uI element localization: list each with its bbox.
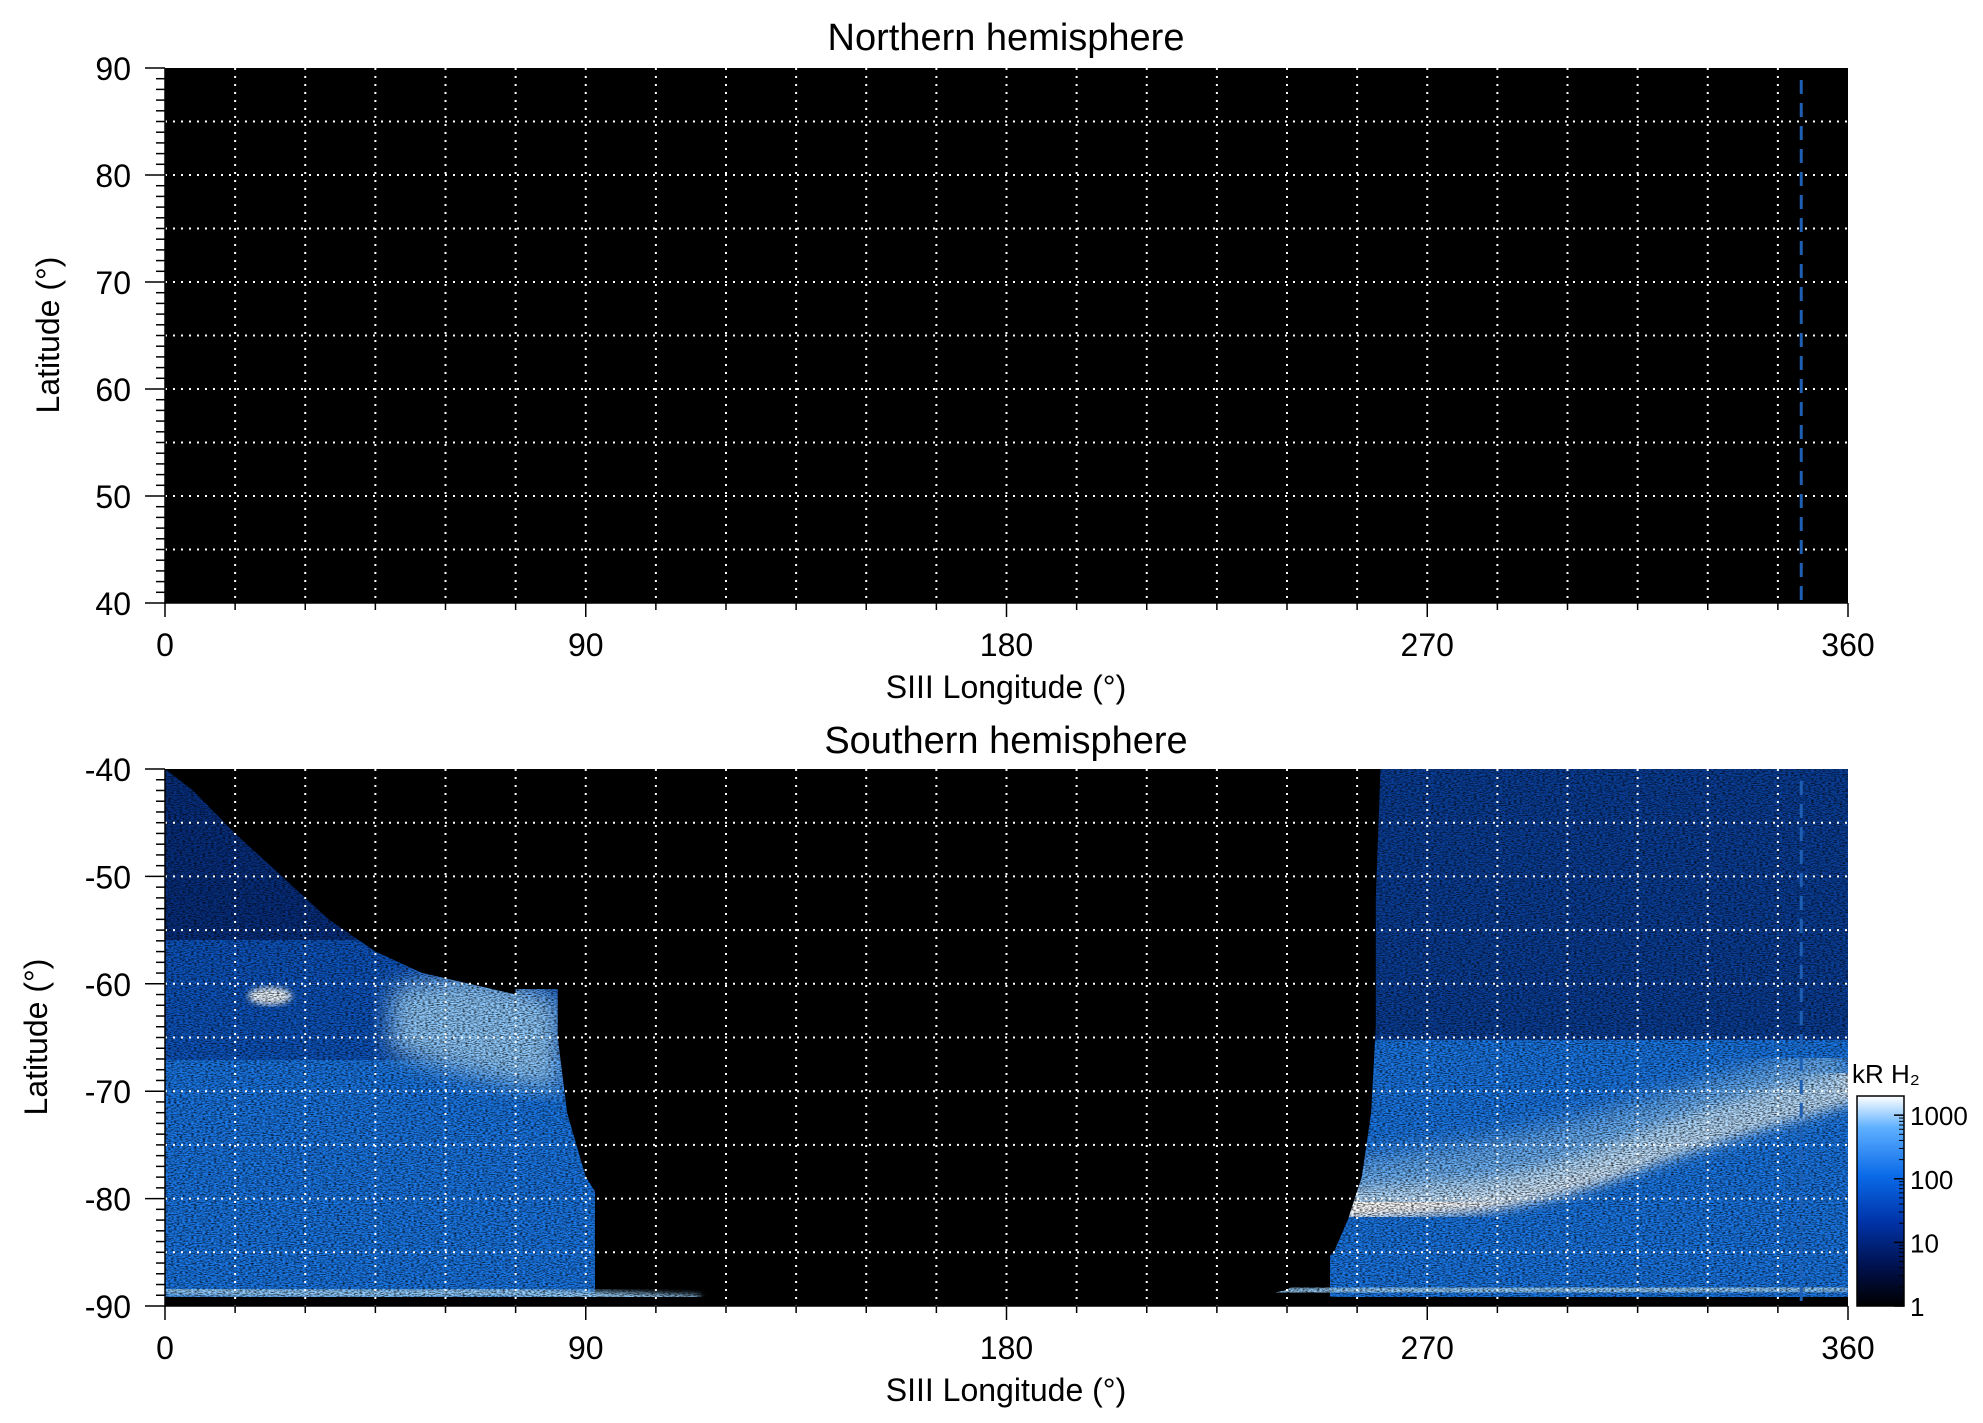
south-ticks xyxy=(145,768,1849,1320)
south-y-tick-label--80: -80 xyxy=(85,1182,131,1218)
north-y-tick-labels: 40 50 60 70 80 90 xyxy=(95,51,131,622)
south-title: Southern hemisphere xyxy=(824,720,1187,762)
colorbar-tick-label-1: 1 xyxy=(1910,1292,1924,1322)
south-x-tick-label-0: 0 xyxy=(156,1330,174,1366)
north-ticks xyxy=(145,67,1849,617)
south-x-tick-label-270: 270 xyxy=(1401,1330,1454,1366)
north-x-tick-label-0: 0 xyxy=(156,627,174,663)
south-y-tick-label--40: -40 xyxy=(85,752,131,788)
north-grid xyxy=(165,68,1848,603)
north-x-tick-label-90: 90 xyxy=(568,627,604,663)
north-title: Northern hemisphere xyxy=(828,17,1185,59)
south-x-tick-label-90: 90 xyxy=(568,1330,604,1366)
south-y-tick-label--60: -60 xyxy=(85,967,131,1003)
north-y-axis-label: Latitude (°) xyxy=(30,257,66,414)
south-y-tick-labels: -90 -80 -70 -60 -50 -40 xyxy=(85,752,131,1325)
north-y-tick-label-40: 40 xyxy=(95,586,131,622)
colorbar-tick-label-100: 100 xyxy=(1910,1165,1953,1195)
colorbar: kR H₂ 1 10 100 1000 xyxy=(1852,1059,1968,1322)
north-x-tick-label-270: 270 xyxy=(1401,627,1454,663)
north-x-tick-label-180: 180 xyxy=(980,627,1033,663)
south-y-axis-label: Latitude (°) xyxy=(18,959,54,1116)
north-y-tick-label-80: 80 xyxy=(95,158,131,194)
south-x-tick-label-360: 360 xyxy=(1821,1330,1874,1366)
north-y-tick-label-70: 70 xyxy=(95,265,131,301)
south-y-tick-label--50: -50 xyxy=(85,859,131,895)
north-y-tick-label-90: 90 xyxy=(95,51,131,87)
south-y-tick-label--70: -70 xyxy=(85,1074,131,1110)
north-x-tick-labels: 0 90 180 270 360 xyxy=(156,627,1875,663)
north-x-tick-label-360: 360 xyxy=(1821,627,1874,663)
colorbar-tick-label-10: 10 xyxy=(1910,1228,1939,1258)
south-x-tick-labels: 0 90 180 270 360 xyxy=(156,1330,1875,1366)
colorbar-label: kR H₂ xyxy=(1852,1059,1920,1089)
south-x-tick-label-180: 180 xyxy=(980,1330,1033,1366)
north-panel: Northern hemisphere 0 90 180 270 360 40 50 60 7… xyxy=(30,17,1875,705)
north-y-tick-label-60: 60 xyxy=(95,372,131,408)
north-x-axis-label: SIII Longitude (°) xyxy=(886,669,1126,705)
south-panel: Southern hemisphere xyxy=(18,720,1875,1408)
colorbar-tick-label-1000: 1000 xyxy=(1910,1101,1968,1131)
south-bottom-strip xyxy=(165,1297,1848,1306)
colorbar-gradient xyxy=(1856,1095,1905,1307)
north-y-tick-label-50: 50 xyxy=(95,479,131,515)
south-grid xyxy=(165,769,1848,1306)
south-y-tick-label--90: -90 xyxy=(85,1289,131,1325)
colorbar-ticks: 1 10 100 1000 xyxy=(1894,1095,1968,1322)
south-x-axis-label: SIII Longitude (°) xyxy=(886,1372,1126,1408)
